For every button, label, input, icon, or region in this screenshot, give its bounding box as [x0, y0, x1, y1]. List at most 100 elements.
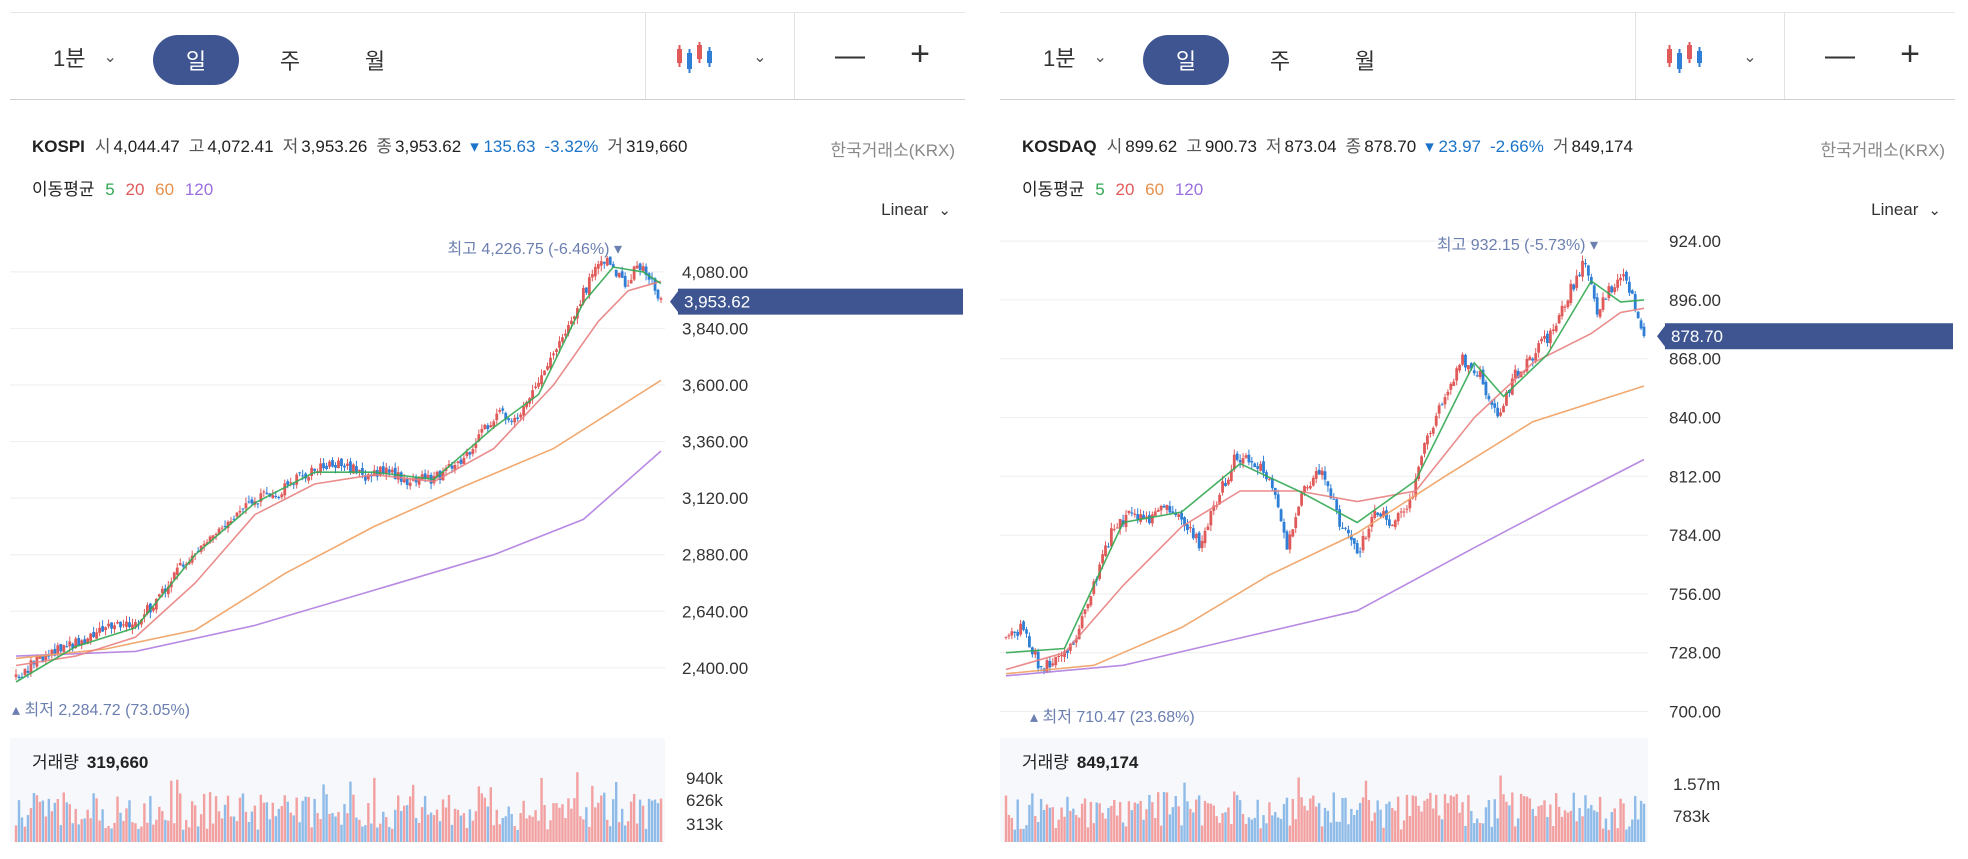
tab-month[interactable]: 월 — [1354, 49, 1376, 74]
chart-type-chevron-icon[interactable]: ⌄ — [1743, 49, 1757, 66]
kospi-panel: 1분 ⌄ 일 주 월 ⌄ — + KOSPI 시 4,044.47 고 4,072.4… — [10, 0, 965, 859]
volume-bar — [223, 804, 227, 842]
candle — [378, 466, 382, 476]
candle — [277, 497, 281, 499]
volume-bar — [1320, 826, 1324, 842]
candle — [1306, 487, 1309, 489]
candle — [1560, 305, 1564, 317]
candle — [352, 464, 355, 474]
volume-bar — [388, 826, 391, 842]
ma120-line — [15, 450, 662, 657]
candle — [483, 424, 487, 429]
candle — [516, 417, 520, 419]
volume-bar — [244, 811, 248, 842]
volume-bar — [1218, 822, 1221, 842]
chart-type-chevron-icon[interactable]: ⌄ — [753, 49, 767, 66]
candle — [1057, 655, 1061, 657]
interval-dropdown[interactable]: 1분 ⌄ — [1043, 46, 1107, 71]
exchange-label: 한국거래소(KRX) — [830, 141, 955, 160]
candlestick-chart-icon[interactable] — [1655, 35, 1715, 81]
volume-bar — [1048, 807, 1052, 842]
volume-bar — [1080, 803, 1084, 842]
volume-bar — [259, 794, 263, 842]
candle — [56, 645, 60, 654]
volume-bar — [617, 822, 621, 842]
candle — [1496, 407, 1500, 417]
candle — [1294, 517, 1298, 529]
tab-week[interactable]: 주 — [279, 49, 301, 74]
candle — [1247, 454, 1251, 463]
volume-bar — [1493, 799, 1496, 842]
tab-month[interactable]: 월 — [364, 49, 386, 74]
volume-bar — [1118, 801, 1122, 842]
volume-bar — [155, 819, 158, 842]
tab-week[interactable]: 주 — [1269, 49, 1291, 74]
volume-bar — [1326, 810, 1330, 842]
candle — [1619, 277, 1622, 281]
interval-dropdown[interactable]: 1분 ⌄ — [53, 46, 117, 71]
volume-bar — [128, 800, 131, 842]
candle — [1414, 478, 1418, 497]
candle — [1528, 356, 1532, 361]
candle — [420, 474, 424, 480]
candle — [226, 521, 230, 529]
candle — [1584, 263, 1587, 265]
candle — [501, 408, 505, 411]
candlestick-chart-icon[interactable] — [665, 35, 725, 81]
y-tick-label: 3,360.00 — [682, 433, 748, 452]
volume-bar — [104, 828, 107, 842]
volume-bar — [423, 795, 427, 842]
volume-bar — [1139, 800, 1142, 842]
volume-tick-label: 313k — [686, 815, 723, 834]
volume-bar — [29, 808, 33, 842]
volume-bar — [397, 795, 400, 842]
candle — [1221, 481, 1224, 493]
volume-bar — [226, 795, 230, 842]
candle — [1194, 534, 1198, 539]
candle — [274, 496, 278, 498]
candle — [1390, 524, 1394, 526]
volume-bar — [1382, 827, 1385, 842]
zoom-out-button[interactable]: — — [835, 39, 865, 72]
zoom-in-button[interactable]: + — [910, 34, 930, 73]
candle — [1616, 279, 1620, 288]
candle — [1338, 509, 1342, 527]
candle — [86, 638, 90, 644]
scale-dropdown[interactable]: Linear ⌄ — [881, 200, 951, 219]
volume-bar — [158, 806, 161, 842]
candle — [558, 341, 561, 348]
candle — [250, 499, 254, 504]
volume-bar — [1092, 823, 1095, 842]
volume-bar — [1142, 819, 1145, 842]
tab-day[interactable]: 일 — [1143, 35, 1229, 85]
volume-bar — [459, 815, 463, 842]
volume-bar — [23, 826, 27, 842]
candle — [1197, 532, 1201, 549]
volume-bar — [1470, 810, 1473, 842]
candle — [1458, 364, 1462, 371]
candle — [1238, 460, 1242, 463]
volume-bar — [1557, 806, 1561, 842]
y-tick-label: 4,080.00 — [682, 263, 748, 282]
volume-bar — [591, 785, 594, 842]
volume-bar — [656, 803, 660, 842]
ma20-legend: 20 — [1115, 180, 1135, 199]
volume-bar — [59, 825, 62, 842]
scale-dropdown[interactable]: Linear ⌄ — [1871, 200, 1941, 219]
y-tick-label: 3,120.00 — [682, 489, 748, 508]
volume-bar — [1203, 800, 1207, 842]
low-value: 3,953.26 — [301, 137, 368, 156]
candle — [23, 668, 27, 676]
tab-day[interactable]: 일 — [153, 35, 239, 85]
chevron-down-icon: ⌄ — [103, 49, 117, 66]
ma5-legend: 5 — [1095, 180, 1105, 199]
zoom-in-button[interactable]: + — [1900, 34, 1920, 73]
volume-bar — [447, 794, 451, 842]
zoom-out-button[interactable]: — — [1825, 39, 1855, 72]
candle — [1186, 524, 1189, 531]
candle — [426, 474, 430, 478]
chart-toolbar: 1분 ⌄ 일 주 월 ⌄ — + — [10, 12, 965, 100]
volume-bar — [1019, 828, 1022, 842]
volume-bar — [1282, 803, 1286, 842]
volume-bar — [1271, 815, 1274, 842]
